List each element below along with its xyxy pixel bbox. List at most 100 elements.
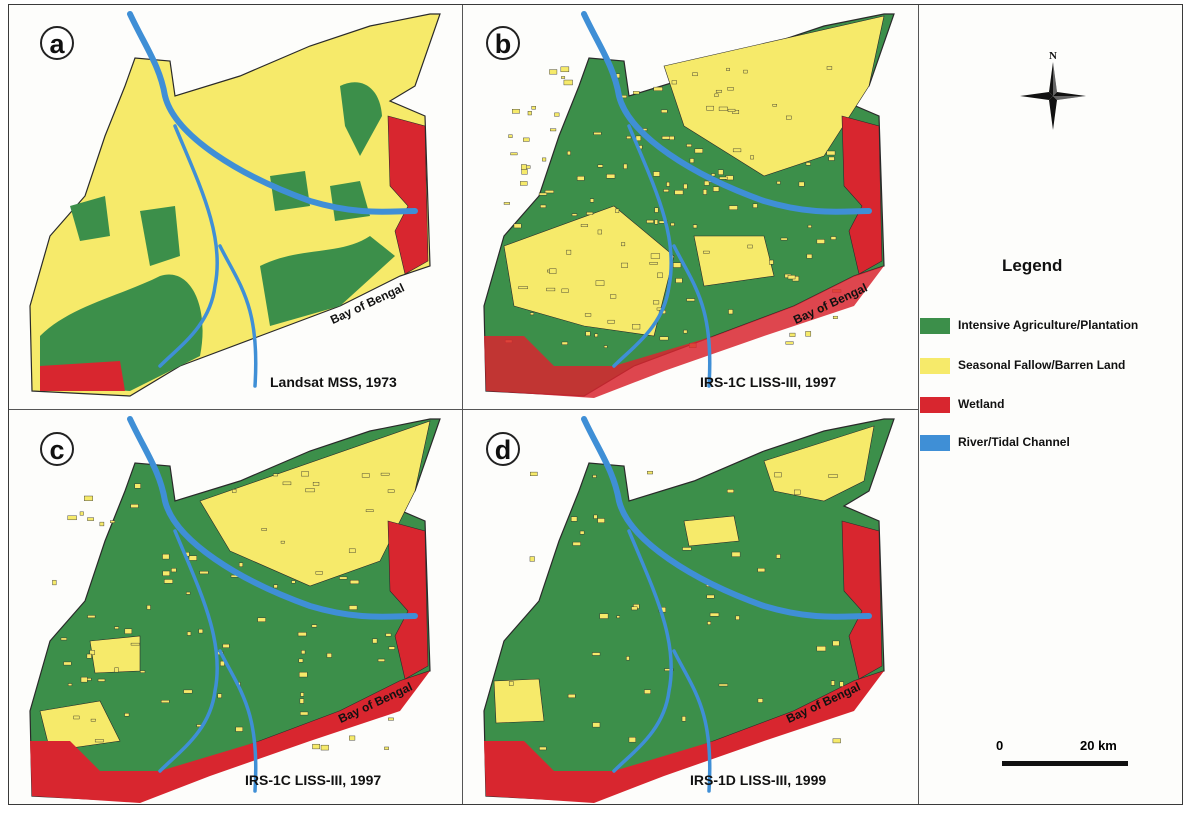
- fallow-speck: [305, 488, 315, 493]
- fallow-speck: [769, 259, 774, 265]
- legend-swatch-wetland: [920, 397, 950, 413]
- fallow-patch-2: [693, 235, 775, 287]
- fallow-speck: [585, 331, 591, 337]
- fallow-speck: [776, 181, 781, 185]
- fallow-speck: [706, 105, 714, 111]
- fallow-speck: [235, 726, 243, 732]
- fallow-speck: [301, 650, 306, 655]
- fallow-speck: [199, 570, 209, 575]
- map-panel-c: [10, 411, 462, 804]
- wetland-east: [387, 115, 429, 275]
- fallow-speck: [594, 333, 598, 338]
- legend-label-river: River/Tidal Channel: [958, 435, 1070, 449]
- fallow-speck: [590, 198, 594, 203]
- fallow-speck: [554, 112, 560, 117]
- legend-label-wetland: Wetland: [958, 397, 1005, 411]
- fallow-speck: [757, 698, 764, 703]
- fallow-speck: [372, 638, 378, 644]
- fallow-speck: [704, 180, 710, 186]
- fallow-speck: [87, 615, 96, 619]
- fallow-speck: [273, 584, 278, 589]
- fallow-patch-1: [493, 678, 545, 724]
- fallow-speck: [718, 683, 728, 687]
- fallow-speck: [560, 66, 570, 73]
- fallow-speck: [348, 605, 358, 610]
- fallow-speck: [603, 345, 608, 348]
- fallow-speck: [694, 148, 703, 154]
- fallow-speck: [592, 474, 597, 478]
- fallow-speck: [752, 203, 758, 208]
- divider-vertical-left: [462, 5, 464, 804]
- fallow-speck: [743, 69, 748, 74]
- fallow-speck: [580, 224, 588, 227]
- fallow-speck: [87, 517, 94, 521]
- fallow-speck: [311, 624, 317, 628]
- river-channel-0: [581, 416, 872, 620]
- fallow-speck: [162, 570, 170, 576]
- legend-swatch-agriculture: [920, 318, 950, 334]
- fallow-patch-2: [683, 515, 740, 547]
- fallow-speck: [805, 162, 811, 166]
- fallow-speck: [52, 579, 57, 586]
- caption-d: IRS-1D LISS-III, 1999: [690, 772, 827, 788]
- fallow-speck: [539, 746, 547, 751]
- fallow-speck: [315, 571, 323, 575]
- fallow-speck: [832, 315, 838, 319]
- fallow-speck: [658, 220, 668, 224]
- fallow-speck: [89, 650, 95, 655]
- fallow-speck: [816, 239, 825, 244]
- fallow-speck: [728, 205, 738, 210]
- fallow-speck: [786, 115, 792, 120]
- wetland-patch-sw: [40, 361, 125, 391]
- caption-a: Landsat MSS, 1973: [270, 374, 397, 390]
- fallow-speck: [597, 164, 604, 168]
- fallow-speck: [301, 471, 309, 477]
- fallow-speck: [661, 109, 668, 113]
- fallow-speck: [659, 336, 669, 341]
- map-group: [29, 416, 441, 803]
- fallow-speck: [162, 553, 170, 560]
- fallow-speck: [805, 331, 812, 337]
- fallow-speck: [663, 189, 670, 193]
- river-channel-0: [127, 416, 418, 620]
- fallow-speck: [670, 222, 675, 226]
- scale-end-label: 20 km: [1080, 738, 1117, 753]
- scale-start-label: 0: [996, 738, 1004, 753]
- fallow-speck: [520, 181, 528, 186]
- fallow-speck: [830, 680, 835, 686]
- fallow-speck: [735, 615, 740, 620]
- fallow-speck: [518, 286, 528, 290]
- fallow-speck: [807, 224, 812, 228]
- wetland-east: [841, 115, 883, 275]
- fallow-speck: [140, 670, 146, 673]
- fallow-speck: [183, 689, 193, 694]
- fallow-speck: [299, 698, 304, 704]
- fallow-speck: [388, 646, 395, 650]
- fallow-speck: [816, 646, 826, 652]
- fallow-speck: [727, 489, 734, 493]
- fallow-speck: [672, 262, 682, 268]
- fallow-speck: [97, 678, 106, 682]
- fallow-speck: [300, 692, 304, 697]
- caption-b: IRS-1C LISS-III, 1997: [700, 374, 837, 390]
- fallow-speck: [90, 718, 96, 722]
- fallow-speck: [731, 551, 741, 557]
- fallow-speck: [595, 280, 605, 286]
- map-group: [483, 11, 895, 398]
- river-channel-1: [612, 124, 673, 368]
- fallow-speck: [579, 530, 585, 535]
- map-panel-d: [464, 411, 918, 804]
- fallow-speck: [727, 87, 734, 91]
- fallow-speck: [828, 156, 835, 161]
- scale-bar-line: [1002, 761, 1128, 766]
- wetland-east: [387, 520, 429, 680]
- legend-label-fallow: Seasonal Fallow/Barren Land: [958, 358, 1126, 372]
- fallow-speck: [349, 735, 356, 741]
- fallow-speck: [626, 135, 632, 139]
- fallow-speck: [510, 152, 518, 156]
- fallow-speck: [124, 713, 130, 717]
- fallow-speck: [623, 163, 628, 169]
- fallow-speck: [621, 262, 628, 268]
- fallow-speck: [348, 548, 356, 553]
- map-group: [29, 11, 441, 397]
